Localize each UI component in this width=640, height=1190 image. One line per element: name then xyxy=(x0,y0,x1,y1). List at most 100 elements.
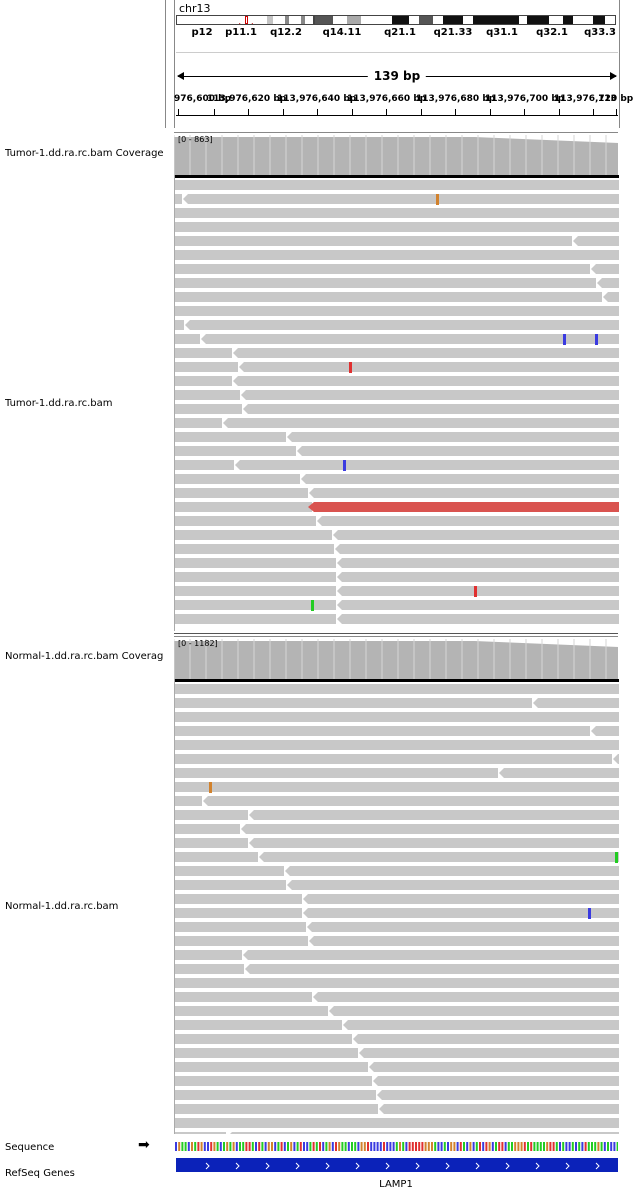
read xyxy=(499,768,619,778)
coverage-bar xyxy=(348,137,349,175)
coverage-bar xyxy=(512,138,513,175)
coverage-bar xyxy=(288,137,289,175)
coverage-bar xyxy=(199,137,200,175)
coverage-bar xyxy=(355,137,356,175)
sequence-base xyxy=(194,1142,197,1151)
sequence-base xyxy=(255,1142,257,1151)
coverage-bar xyxy=(522,139,523,175)
sequence-label[interactable]: Sequence xyxy=(5,1142,55,1153)
sequence-base xyxy=(511,1142,513,1151)
tumor-reads-label[interactable]: Tumor-1.dd.ra.rc.bam xyxy=(5,398,113,409)
sequence-base xyxy=(568,1142,571,1151)
coverage-bar xyxy=(486,137,487,175)
coverage-bar xyxy=(324,641,325,679)
coverage-bar xyxy=(213,641,214,679)
coverage-bar xyxy=(458,641,459,679)
coverage-bar xyxy=(502,138,503,175)
ruler-tick xyxy=(593,109,594,115)
coverage-bar xyxy=(613,646,614,679)
read xyxy=(175,194,182,204)
sequence-base xyxy=(501,1142,504,1151)
cytoband xyxy=(563,16,573,24)
coverage-bar xyxy=(281,137,282,175)
coverage-bar xyxy=(489,137,490,175)
mismatch-base xyxy=(595,334,598,345)
coverage-bar xyxy=(452,641,453,679)
coverage-bar xyxy=(612,646,613,679)
coverage-bar xyxy=(499,138,500,175)
coverage-bar xyxy=(612,142,613,175)
coverage-bar xyxy=(309,137,310,175)
ruler-tick-label: 976,600 bp xyxy=(174,94,232,104)
coverage-bar xyxy=(258,641,259,679)
gene-feature[interactable] xyxy=(176,1158,618,1172)
cytoband xyxy=(419,16,433,24)
coverage-bar xyxy=(267,641,268,679)
sequence-base xyxy=(578,1142,581,1151)
normal-coverage-track[interactable]: [0 - 1182] xyxy=(174,636,618,680)
coverage-bar xyxy=(197,641,198,679)
refseq-track[interactable]: LAMP1 xyxy=(174,1155,618,1190)
tumor-reads-track[interactable] xyxy=(174,175,619,631)
coverage-bar xyxy=(591,645,592,679)
coverage-bar xyxy=(320,137,321,175)
coverage-bar xyxy=(322,641,323,679)
read xyxy=(175,1006,328,1016)
sequence-base xyxy=(376,1142,379,1151)
read xyxy=(243,950,619,960)
coverage-bar xyxy=(544,643,545,679)
read xyxy=(175,180,619,190)
coverage-bar xyxy=(376,641,377,679)
coverage-bar xyxy=(506,138,507,175)
coverage-bar xyxy=(351,137,352,175)
refseq-label[interactable]: RefSeq Genes xyxy=(5,1168,75,1179)
coverage-bar xyxy=(615,142,616,175)
coverage-bar xyxy=(441,641,442,679)
coverage-bar xyxy=(419,641,420,679)
tumor-coverage-track[interactable]: [0 - 863] xyxy=(174,132,618,176)
highlighted-read xyxy=(308,502,619,512)
coverage-bar xyxy=(185,137,186,175)
coverage-bar xyxy=(248,137,249,175)
coverage-bar xyxy=(545,643,546,679)
coverage-bar xyxy=(459,137,460,175)
coverage-bar xyxy=(501,138,502,175)
normal-coverage-label[interactable]: Normal-1.dd.ra.rc.bam Coverage xyxy=(5,651,163,662)
coverage-bar xyxy=(354,641,355,679)
coverage-bar xyxy=(481,641,482,679)
sequence-base xyxy=(181,1142,184,1151)
sequence-base xyxy=(331,1142,334,1151)
coverage-bar xyxy=(395,641,396,679)
ruler[interactable]: 139 bp 976,600 bp 113,976,620 bp 113,976,6… xyxy=(174,52,633,127)
sequence-track[interactable] xyxy=(174,1139,618,1151)
coverage-bar xyxy=(283,641,284,679)
read xyxy=(379,1104,619,1114)
tumor-coverage-label[interactable]: Tumor-1.dd.ra.rc.bam Coverage xyxy=(5,148,163,159)
sequence-base xyxy=(235,1142,238,1151)
ruler-tick xyxy=(248,109,249,115)
chromosome-ideogram[interactable] xyxy=(176,15,616,25)
sequence-base xyxy=(600,1142,603,1151)
cytoband-label: p11.1 xyxy=(225,27,257,38)
coverage-bar xyxy=(215,137,216,175)
read xyxy=(175,936,308,946)
coverage-bar xyxy=(561,644,562,679)
sequence-base xyxy=(293,1142,296,1151)
read xyxy=(175,460,234,470)
sequence-base xyxy=(392,1142,395,1151)
read xyxy=(175,824,240,834)
coverage-bar xyxy=(549,644,550,679)
coverage-bar xyxy=(491,641,492,679)
coverage-bar xyxy=(577,645,578,679)
normal-reads-track[interactable] xyxy=(174,679,619,1134)
coverage-bar xyxy=(427,137,428,175)
coverage-bar xyxy=(251,137,252,175)
coverage-bar xyxy=(594,142,595,175)
coverage-bar xyxy=(608,142,609,175)
coverage-bar xyxy=(617,646,618,679)
normal-reads-label[interactable]: Normal-1.dd.ra.rc.bam xyxy=(5,901,119,912)
coverage-bar xyxy=(561,140,562,175)
coverage-bar xyxy=(535,643,536,679)
coverage-bar xyxy=(615,646,616,679)
strand-arrow-icon[interactable]: ➡ xyxy=(138,1137,150,1153)
